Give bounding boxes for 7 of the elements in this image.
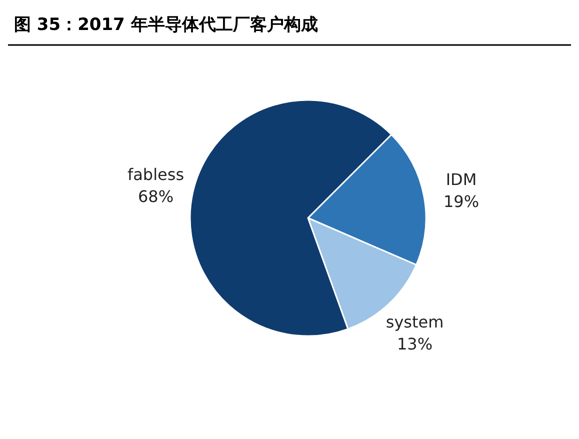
- data-label: 13%: [397, 334, 433, 354]
- slice-label: system: [386, 312, 444, 332]
- slice-label: fabless: [127, 164, 184, 184]
- data-label: 68%: [138, 186, 174, 206]
- slice-label: IDM: [446, 170, 477, 189]
- data-label: 19%: [443, 192, 480, 211]
- chart-title: 图 35：2017 年半导体代工厂客户构成: [14, 15, 318, 35]
